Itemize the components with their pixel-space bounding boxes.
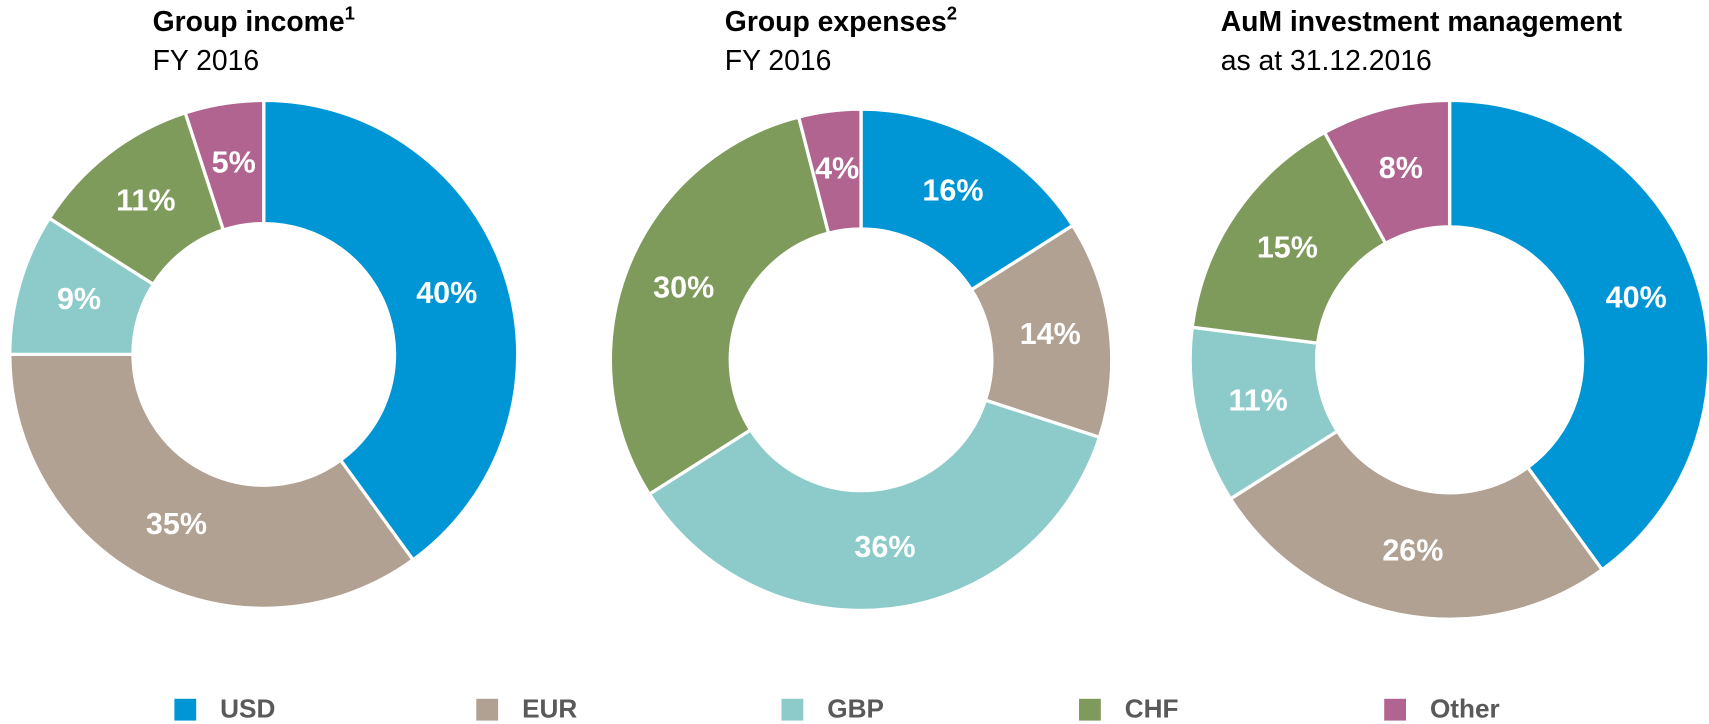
legend-label: EUR: [522, 694, 577, 724]
chart-title: Group expenses2: [725, 2, 957, 38]
title-note: 2: [947, 2, 957, 23]
donut-segment: [262, 98, 520, 563]
legend-swatch: [1384, 698, 1407, 721]
data-label: 30%: [653, 271, 714, 305]
data-label: 26%: [1382, 534, 1443, 568]
data-label: 35%: [146, 507, 207, 541]
legend-label: GBP: [827, 694, 884, 724]
data-label: 11%: [116, 183, 175, 217]
legend-label: CHF: [1125, 694, 1179, 724]
legend-swatch: [1079, 698, 1101, 721]
data-label: 14%: [1020, 317, 1081, 351]
data-label: 8%: [1379, 151, 1423, 185]
data-label: 15%: [1257, 231, 1318, 265]
data-label: 5%: [212, 145, 256, 179]
chart-subtitle: FY 2016: [153, 45, 260, 77]
data-label: 40%: [1606, 280, 1667, 314]
title-text: AuM investment management: [1221, 7, 1623, 39]
data-label: 36%: [854, 530, 915, 564]
chart-title: AuM investment management: [1221, 7, 1623, 39]
title-note: 1: [345, 2, 355, 23]
legend-label: USD: [220, 694, 275, 724]
donut-segment: [859, 107, 1075, 292]
chart-title: Group income1: [153, 2, 355, 38]
donut-segment: [796, 107, 863, 236]
donut-segment: [1447, 98, 1709, 572]
title-text: Group expenses: [725, 7, 947, 39]
legend-label: Other: [1430, 694, 1500, 724]
donut-segment: [1322, 98, 1452, 246]
donut-segment: [8, 352, 416, 610]
data-label: 16%: [922, 174, 983, 208]
donut-segment: [647, 398, 1102, 613]
legend-swatch: [174, 698, 197, 721]
donut-segment: [1190, 130, 1388, 345]
donut-segment: [1228, 428, 1605, 621]
legend-swatch: [476, 698, 499, 721]
donut-segment: [183, 98, 266, 233]
data-label: 11%: [1228, 384, 1287, 418]
title-text: Group income: [153, 7, 345, 39]
chart-subtitle: FY 2016: [725, 45, 832, 77]
legend-swatch: [781, 698, 804, 721]
chart-subtitle: as at 31.12.2016: [1221, 45, 1432, 77]
donut-segment: [608, 115, 831, 497]
data-label: 4%: [815, 152, 859, 186]
data-label: 9%: [57, 282, 101, 316]
data-label: 40%: [416, 276, 477, 310]
